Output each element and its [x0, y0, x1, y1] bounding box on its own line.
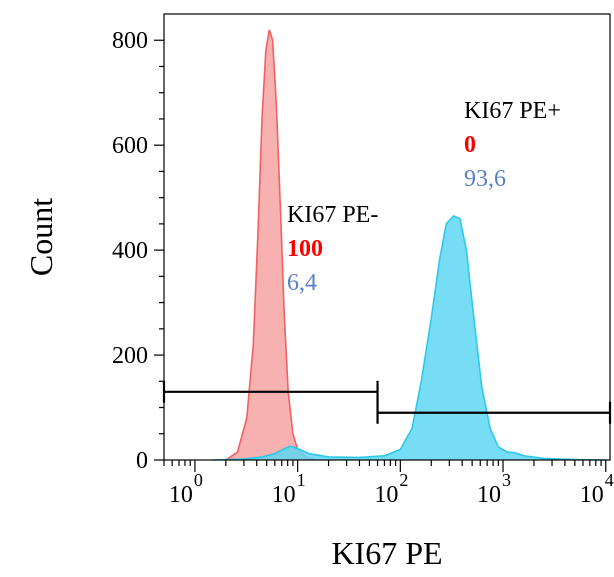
gate-1-stat-blue: 93,6: [464, 166, 506, 192]
series-0-area: [225, 29, 316, 460]
plot-frame: [163, 13, 611, 461]
gate-stat-labels: KI67 PE- 100 6,4 KI67 PE+ 0 93,6: [287, 98, 561, 296]
x-tick-label-base: 10: [374, 482, 398, 508]
y-tick-label: 400: [112, 238, 148, 264]
x-tick-label-base: 10: [580, 482, 604, 508]
x-tick-label-exponent: 4: [605, 470, 614, 490]
x-tick-label-exponent: 2: [399, 470, 408, 490]
gate-0-stat-red: 100: [287, 236, 323, 262]
gate-0-stat-blue: 6,4: [287, 270, 317, 296]
gate-0-name: KI67 PE-: [287, 202, 378, 228]
y-tick-label: 600: [112, 133, 148, 159]
x-tick-label-exponent: 1: [297, 470, 306, 490]
y-axis-label: Count: [23, 198, 59, 276]
x-axis-label: KI67 PE: [331, 535, 442, 571]
x-tick-label-base: 10: [477, 482, 501, 508]
histogram-series-layer: [212, 29, 606, 461]
gate-layer: [162, 380, 612, 424]
y-tick-label: 0: [136, 448, 148, 474]
x-tick-label-base: 10: [272, 482, 296, 508]
x-tick-label-exponent: 3: [502, 470, 511, 490]
series-0-line: [225, 29, 316, 461]
x-tick-label-exponent: 0: [194, 470, 203, 490]
gate-1-name: KI67 PE+: [464, 98, 561, 124]
gate-1-stat-red: 0: [464, 132, 476, 158]
y-tick-label: 200: [112, 343, 148, 369]
series-1-line: [212, 215, 606, 461]
y-tick-label: 800: [112, 28, 148, 54]
y-axis: 0 200 400 600 800: [112, 28, 164, 474]
x-tick-label-base: 10: [169, 482, 193, 508]
